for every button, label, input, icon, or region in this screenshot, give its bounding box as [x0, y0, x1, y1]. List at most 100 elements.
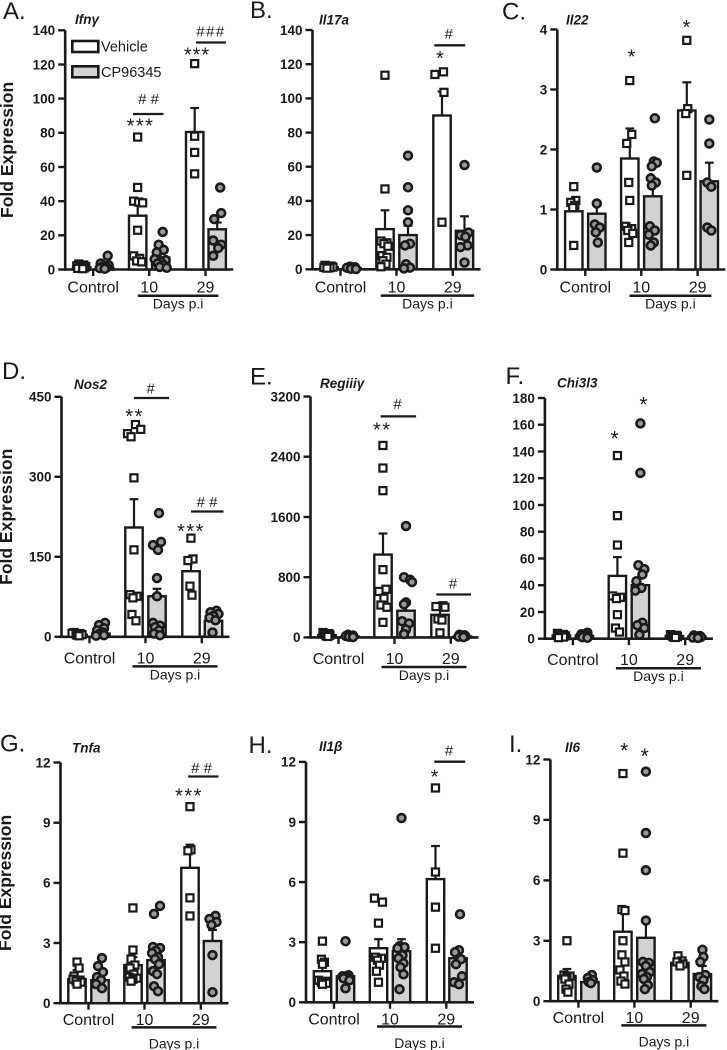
svg-text:80: 80: [287, 125, 302, 140]
svg-text:A.: A.: [3, 0, 26, 25]
svg-text:12: 12: [525, 752, 540, 767]
svg-text:100: 100: [280, 91, 303, 106]
svg-text:*: *: [436, 48, 444, 70]
svg-text:160: 160: [512, 418, 535, 433]
svg-text:Control: Control: [63, 1012, 115, 1029]
svg-text:***: ***: [184, 45, 210, 67]
svg-text:#: #: [147, 381, 156, 398]
svg-text:2400: 2400: [270, 450, 300, 465]
svg-text:Chi3l3: Chi3l3: [557, 376, 598, 391]
svg-text:29: 29: [193, 650, 211, 667]
svg-text:180: 180: [512, 391, 535, 406]
svg-text:4: 4: [540, 22, 548, 37]
svg-text:F.: F.: [506, 363, 525, 390]
svg-text:Vehicle: Vehicle: [101, 40, 148, 56]
svg-text:0: 0: [43, 996, 51, 1011]
svg-text:Control: Control: [547, 652, 599, 669]
svg-text:Control: Control: [315, 279, 367, 296]
svg-text:Il1β: Il1β: [319, 739, 342, 754]
svg-text:Il6: Il6: [565, 740, 581, 755]
svg-text:9: 9: [43, 816, 51, 831]
svg-text:0: 0: [44, 630, 52, 645]
svg-text:Fold Expression: Fold Expression: [0, 449, 16, 585]
svg-text:Days p.i: Days p.i: [150, 666, 201, 682]
svg-text:60: 60: [520, 551, 535, 566]
svg-text:100: 100: [512, 498, 535, 513]
svg-text:*: *: [620, 740, 628, 763]
svg-text:Il17a: Il17a: [319, 13, 350, 28]
svg-text:100: 100: [33, 91, 56, 106]
svg-text:Days p.i: Days p.i: [394, 1035, 445, 1050]
svg-text:E.: E.: [250, 364, 273, 391]
svg-text:*: *: [639, 394, 647, 417]
svg-text:20: 20: [287, 228, 302, 243]
svg-text:10: 10: [140, 280, 158, 297]
svg-text:Control: Control: [308, 1011, 360, 1028]
svg-text:6: 6: [43, 876, 51, 891]
svg-text:12: 12: [35, 755, 50, 770]
svg-text:Days p.i: Days p.i: [402, 295, 453, 311]
svg-text:Control: Control: [560, 280, 612, 297]
svg-text:***: ***: [177, 521, 205, 543]
svg-text:0: 0: [533, 994, 541, 1009]
svg-text:29: 29: [444, 279, 462, 296]
svg-text:10: 10: [136, 1012, 154, 1029]
svg-text:2: 2: [540, 142, 548, 157]
svg-text:D.: D.: [2, 358, 26, 385]
svg-text:# #: # #: [197, 494, 219, 511]
svg-text:140: 140: [280, 23, 303, 38]
svg-text:60: 60: [287, 160, 302, 175]
svg-text:1: 1: [540, 202, 548, 217]
svg-text:10: 10: [137, 650, 155, 667]
svg-text:Days p.i: Days p.i: [633, 668, 684, 684]
svg-text:C.: C.: [502, 0, 526, 26]
svg-text:20: 20: [520, 605, 535, 620]
svg-text:Days p.i: Days p.i: [399, 667, 450, 683]
svg-text:40: 40: [520, 578, 535, 593]
svg-text:120: 120: [280, 57, 303, 72]
svg-text:#: #: [445, 26, 454, 43]
svg-text:3200: 3200: [270, 389, 300, 404]
svg-text:0: 0: [48, 262, 56, 277]
svg-text:Fold Expression: Fold Expression: [0, 82, 17, 218]
svg-text:29: 29: [197, 280, 215, 297]
svg-text:*: *: [611, 428, 619, 451]
svg-text:60: 60: [40, 160, 55, 175]
svg-text:###: ###: [196, 24, 226, 41]
svg-text:0: 0: [527, 632, 535, 647]
svg-text:450: 450: [29, 390, 52, 405]
svg-text:12: 12: [281, 755, 296, 770]
svg-text:80: 80: [520, 525, 535, 540]
svg-text:0: 0: [540, 262, 548, 277]
svg-text:40: 40: [287, 194, 302, 209]
svg-text:*: *: [431, 767, 439, 789]
svg-text:Control: Control: [67, 280, 119, 297]
svg-text:**: **: [373, 420, 392, 442]
svg-text:#: #: [393, 396, 402, 413]
svg-text:Regiiiγ: Regiiiγ: [320, 376, 366, 391]
svg-text:140: 140: [512, 444, 535, 459]
svg-text:29: 29: [689, 280, 707, 297]
svg-text:Control: Control: [553, 1010, 605, 1027]
svg-text:9: 9: [533, 813, 541, 828]
svg-text:Ifnγ: Ifnγ: [75, 12, 100, 27]
svg-text:1600: 1600: [270, 510, 300, 525]
svg-text:*: *: [683, 17, 691, 39]
svg-text:Il22: Il22: [566, 13, 589, 28]
svg-text:Days p.i: Days p.i: [645, 296, 696, 312]
svg-text:140: 140: [33, 23, 56, 38]
svg-text:10: 10: [386, 651, 404, 668]
svg-text:29: 29: [676, 652, 694, 669]
svg-text:6: 6: [288, 875, 296, 890]
svg-text:*: *: [641, 745, 649, 768]
svg-text:3: 3: [43, 936, 51, 951]
svg-text:80: 80: [40, 126, 55, 141]
svg-text:10: 10: [632, 280, 650, 297]
svg-text:#: #: [445, 743, 454, 760]
svg-text:3: 3: [288, 935, 296, 950]
svg-text:3: 3: [533, 934, 541, 949]
svg-text:I.: I.: [509, 731, 522, 758]
svg-text:0: 0: [288, 995, 296, 1010]
svg-text:Days p.i: Days p.i: [639, 1034, 690, 1050]
svg-text:120: 120: [512, 471, 535, 486]
